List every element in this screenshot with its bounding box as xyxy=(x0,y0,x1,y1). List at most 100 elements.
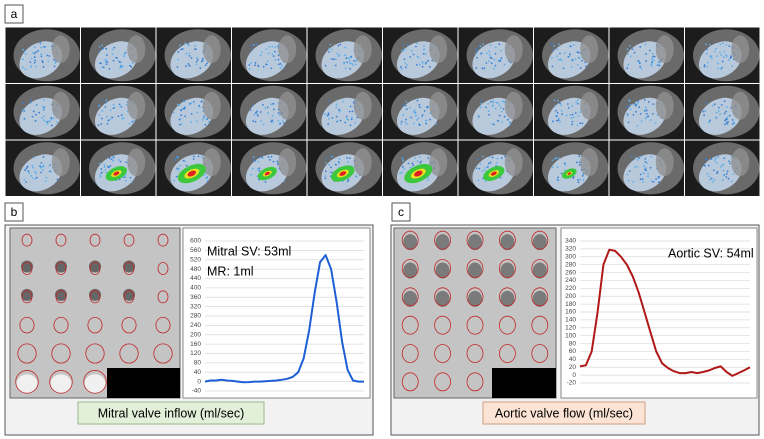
thumb-dot xyxy=(323,113,326,115)
thumb-dot xyxy=(581,59,584,62)
thumb-dot xyxy=(642,172,645,175)
thumb-dot xyxy=(722,163,725,166)
thumb-dot xyxy=(196,111,199,114)
thumb-dot xyxy=(254,61,257,64)
thumb-heart xyxy=(623,97,667,135)
thumb-dot xyxy=(475,48,477,50)
cine-contour xyxy=(466,230,484,250)
thumb-dot xyxy=(499,106,502,109)
thumb-dot xyxy=(568,53,571,55)
mri-thumbnail xyxy=(383,84,458,140)
thumb-dot xyxy=(190,121,192,124)
thumb-dot xyxy=(733,122,736,125)
cine-contour xyxy=(498,344,516,363)
thumb-dot xyxy=(552,120,554,123)
thumb-dot xyxy=(41,169,44,172)
thumb-dot xyxy=(556,111,559,114)
thumb-dot xyxy=(348,57,351,59)
thumb-dot xyxy=(639,65,642,68)
thumb-dot xyxy=(349,105,352,108)
thumb-dot xyxy=(412,53,415,56)
thumb-dot xyxy=(498,104,501,107)
thumb-dot xyxy=(636,124,639,127)
thumb-heart xyxy=(396,97,440,135)
thumb-dot xyxy=(627,121,630,124)
thumb-dot xyxy=(122,65,124,68)
thumb-dot xyxy=(705,48,708,51)
thumb-wall xyxy=(51,91,70,120)
thumb-dot xyxy=(499,176,502,179)
thumb-dot xyxy=(725,106,728,109)
thumb-dot xyxy=(104,61,107,63)
thumb-dot xyxy=(279,67,282,70)
thumb-heart xyxy=(321,97,365,135)
thumb-dot xyxy=(556,166,559,169)
thumb-dot xyxy=(399,172,402,175)
thumb-dot xyxy=(265,63,267,66)
thumb-dot xyxy=(257,160,260,163)
thumb-dot xyxy=(585,65,587,68)
thumb-dot xyxy=(477,158,480,160)
thumb-dot xyxy=(418,106,421,109)
thumb-dot xyxy=(483,169,486,172)
thumb-dot xyxy=(651,112,654,115)
thumb-dot xyxy=(412,164,415,167)
thumb-dot xyxy=(727,177,730,180)
thumb-dot xyxy=(182,99,185,101)
thumb-dot xyxy=(267,156,270,158)
thumb-dot xyxy=(422,48,425,51)
thumb-wall xyxy=(278,35,297,64)
thumb-dot xyxy=(409,55,412,58)
thumb-dot xyxy=(571,113,574,116)
thumb-dot xyxy=(732,121,735,124)
thumb-dot xyxy=(23,49,26,52)
thumb-dot xyxy=(202,115,205,117)
thumb-dot xyxy=(720,54,723,57)
thumb-dot xyxy=(418,63,421,66)
cine-contour xyxy=(401,259,419,278)
thumb-dot xyxy=(330,48,333,51)
thumb-dot xyxy=(713,169,715,172)
thumb-dot xyxy=(40,53,42,56)
thumb-dot xyxy=(497,101,499,104)
thumb-dot xyxy=(125,103,128,106)
thumb-dot xyxy=(707,164,710,167)
thumb-dot xyxy=(102,66,105,69)
cine-contour xyxy=(89,290,101,304)
thumb-dot xyxy=(647,172,649,175)
thumb-dot xyxy=(348,157,351,160)
thumb-dot xyxy=(555,115,558,117)
thumb-dot xyxy=(271,114,274,117)
panel-label: a xyxy=(11,7,18,21)
thumb-dot xyxy=(488,113,490,116)
cine-contour xyxy=(153,343,173,364)
thumb-dot xyxy=(25,167,28,170)
cine-bright xyxy=(50,374,72,394)
thumb-dot xyxy=(719,113,722,116)
thumb-dot xyxy=(195,60,198,63)
thumb-dot xyxy=(281,119,284,122)
thumb-dot xyxy=(410,49,413,52)
thumb-dot xyxy=(420,160,423,163)
thumb-dot xyxy=(279,62,282,65)
thumb-dot xyxy=(24,52,27,55)
thumb-dot xyxy=(640,67,643,70)
cine-contour xyxy=(531,230,549,250)
thumb-dot xyxy=(339,43,342,46)
thumb-dot xyxy=(112,155,115,158)
cine-contour xyxy=(87,316,103,334)
thumb-dot xyxy=(404,121,407,124)
mri-thumbnail xyxy=(232,84,307,140)
cine-contour xyxy=(55,233,67,247)
thumb-dot xyxy=(654,121,657,124)
thumb-dot xyxy=(180,114,183,117)
mri-thumbnail xyxy=(5,84,80,140)
thumb-dot xyxy=(194,44,197,47)
thumb-dot xyxy=(639,178,642,181)
thumb-dot xyxy=(345,115,348,118)
thumb-dot xyxy=(176,66,179,68)
thumb-dot xyxy=(174,158,177,161)
thumb-heart xyxy=(245,97,289,135)
thumb-dot xyxy=(557,117,560,120)
thumb-dot xyxy=(638,157,641,159)
